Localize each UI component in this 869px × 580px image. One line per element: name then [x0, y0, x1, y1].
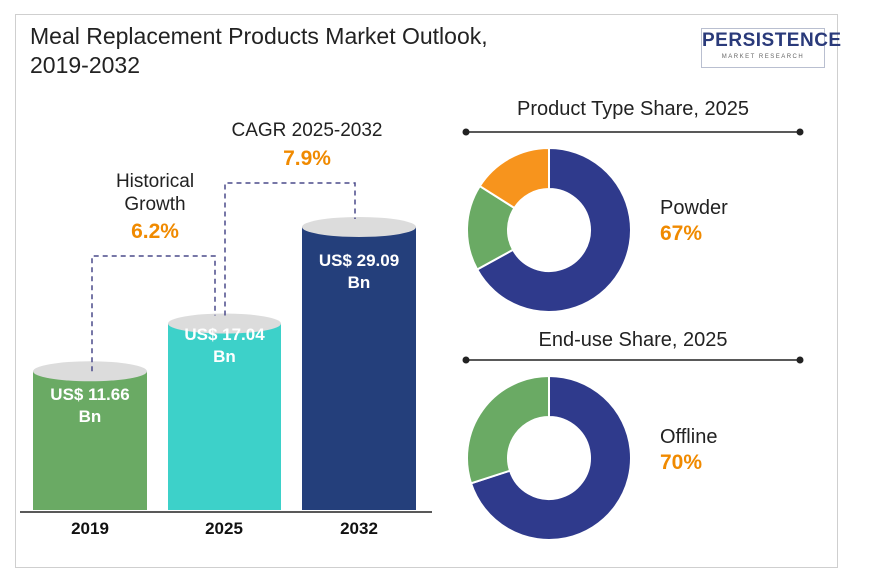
- logo-sub: MARKET RESEARCH: [721, 54, 805, 60]
- historical-growth-connector: [91, 255, 216, 372]
- bar-label-2019: US$ 11.66 Bn: [33, 384, 147, 428]
- historical-label-1: Historical: [115, 171, 195, 192]
- powder-value: 67%: [660, 222, 703, 245]
- historical-label-2: Growth: [124, 194, 186, 215]
- bar-label-2025: US$ 17.04 Bn: [168, 324, 281, 368]
- bar-2019: [33, 371, 147, 510]
- bar-unit-2019: Bn: [78, 407, 102, 426]
- bar-value-2032: US$ 29.09: [318, 251, 400, 270]
- title-line-2: 2019-2032: [30, 52, 140, 78]
- product-type-donut-slice-powder: [475, 146, 632, 313]
- divider-dot-left-0: [462, 128, 470, 136]
- historical-growth-annotation: Historical Growth 6.2%: [90, 170, 220, 243]
- offline-value: 70%: [660, 451, 703, 474]
- bar-value-2019: US$ 11.66: [50, 385, 130, 404]
- offline-callout: Offline 70%: [660, 424, 717, 476]
- powder-label: Powder: [660, 197, 728, 219]
- divider-dot-right-0: [796, 128, 804, 136]
- divider-dot-right-1: [796, 356, 804, 364]
- bar-unit-2032: Bn: [347, 273, 371, 292]
- bar-unit-2025: Bn: [213, 347, 236, 366]
- bar-value-2025: US$ 17.04: [184, 325, 265, 344]
- end-use-donut-slice-other: [466, 374, 550, 485]
- x-tick-2032: 2032: [340, 519, 378, 538]
- bar-label-2032: US$ 29.09 Bn: [302, 250, 416, 294]
- bar-cap-2032: [302, 217, 416, 237]
- cagr-connector: [224, 182, 356, 316]
- title-line-1: Meal Replacement Products Market Outlook…: [30, 23, 488, 49]
- x-tick-2025: 2025: [205, 519, 243, 538]
- cagr-annotation: CAGR 2025-2032 7.9%: [212, 119, 402, 170]
- logo-main: PERSISTENCE: [702, 30, 842, 51]
- offline-label: Offline: [660, 426, 718, 448]
- persistence-logo: PERSISTENCE MARKET RESEARCH: [701, 28, 842, 68]
- page-title: Meal Replacement Products Market Outlook…: [30, 22, 488, 80]
- divider-dot-left-1: [462, 356, 470, 364]
- cagr-value: 7.9%: [283, 147, 331, 170]
- x-tick-2019: 2019: [71, 519, 109, 538]
- infographic-frame: [15, 14, 838, 568]
- end-use-donut-slice-offline: [469, 374, 632, 541]
- end-use-title: End-use Share, 2025: [538, 329, 728, 351]
- bar-2025: [168, 323, 281, 510]
- product-type-title: Product Type Share, 2025: [516, 98, 749, 120]
- bar-cap-2025: [168, 313, 281, 334]
- bar-2032: [302, 227, 416, 510]
- historical-growth-value: 6.2%: [131, 220, 179, 243]
- cagr-label: CAGR 2025-2032: [231, 120, 383, 141]
- powder-callout: Powder 67%: [660, 195, 728, 247]
- bar-cap-2019: [33, 361, 147, 382]
- product-type-donut-slice-other-2: [478, 146, 550, 210]
